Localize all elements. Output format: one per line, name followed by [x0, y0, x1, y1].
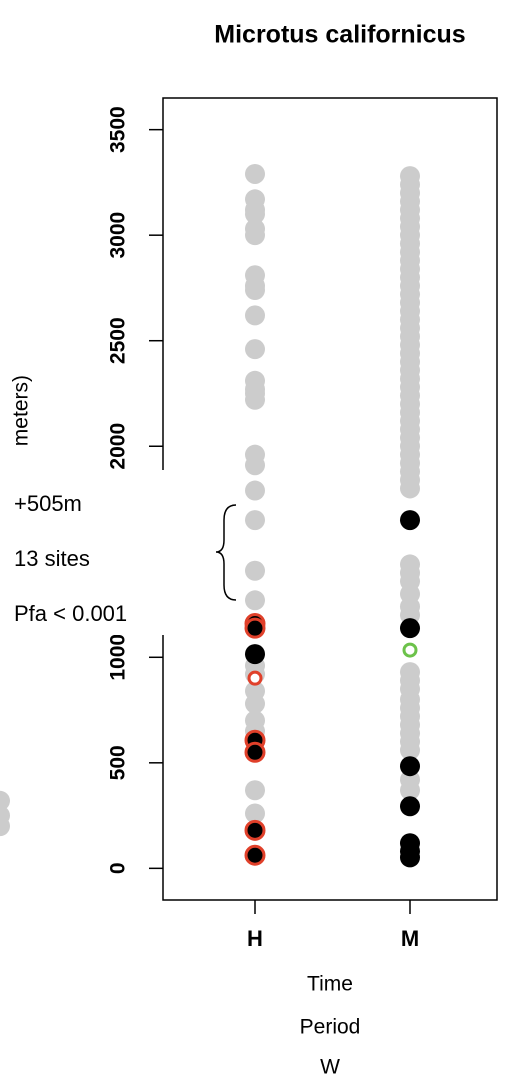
point: [400, 510, 420, 531]
chart-title: Microtus californicus: [214, 21, 465, 49]
x-axis-label: Time: [307, 973, 353, 996]
point: [400, 847, 420, 868]
y-tick-label: 2500: [107, 317, 130, 364]
y-axis-label: meters): [10, 375, 33, 446]
point: [400, 618, 420, 639]
point: [402, 642, 418, 658]
point: [244, 617, 266, 639]
point: [245, 780, 265, 801]
point: [244, 844, 266, 866]
x-tick-label: H: [247, 926, 263, 951]
y-tick-label: 3500: [107, 106, 130, 153]
point: [245, 644, 265, 665]
plot-frame: [162, 97, 498, 901]
point: [245, 389, 265, 410]
point: [245, 339, 265, 360]
point: [400, 780, 420, 801]
point: [0, 790, 10, 811]
annotation: Pfa < 0.001: [14, 601, 127, 626]
x-axis-label: W: [320, 1056, 340, 1079]
point: [245, 590, 265, 611]
point: [245, 305, 265, 326]
point: [244, 741, 266, 763]
x-tick-label: M: [401, 926, 419, 951]
y-tick-label: 3000: [107, 212, 130, 259]
point: [245, 280, 265, 301]
point: [245, 163, 265, 184]
y-tick-label: 500: [107, 745, 130, 780]
point: [400, 740, 420, 761]
x-axis-label: Period: [300, 1016, 361, 1039]
point: [400, 796, 420, 817]
plot-area: 0500100015002000250030003500HM: [0, 97, 498, 951]
point: [0, 816, 10, 837]
point: [400, 756, 420, 777]
y-tick-label: 2000: [107, 423, 130, 470]
point: [245, 225, 265, 246]
annotation: 13 sites: [14, 546, 90, 571]
point: [244, 819, 266, 841]
point: [245, 803, 265, 824]
y-tick-label: 0: [107, 862, 130, 874]
annotation: +505m: [14, 491, 82, 516]
brace: [215, 504, 237, 601]
point: [245, 204, 265, 225]
y-tick-label: 1000: [107, 634, 130, 681]
point: [247, 670, 263, 686]
point: [245, 455, 265, 476]
annotation-box: [0, 470, 208, 635]
point: [245, 480, 265, 501]
point: [245, 510, 265, 531]
point: [245, 693, 265, 714]
point: [400, 478, 420, 499]
point: [245, 560, 265, 581]
